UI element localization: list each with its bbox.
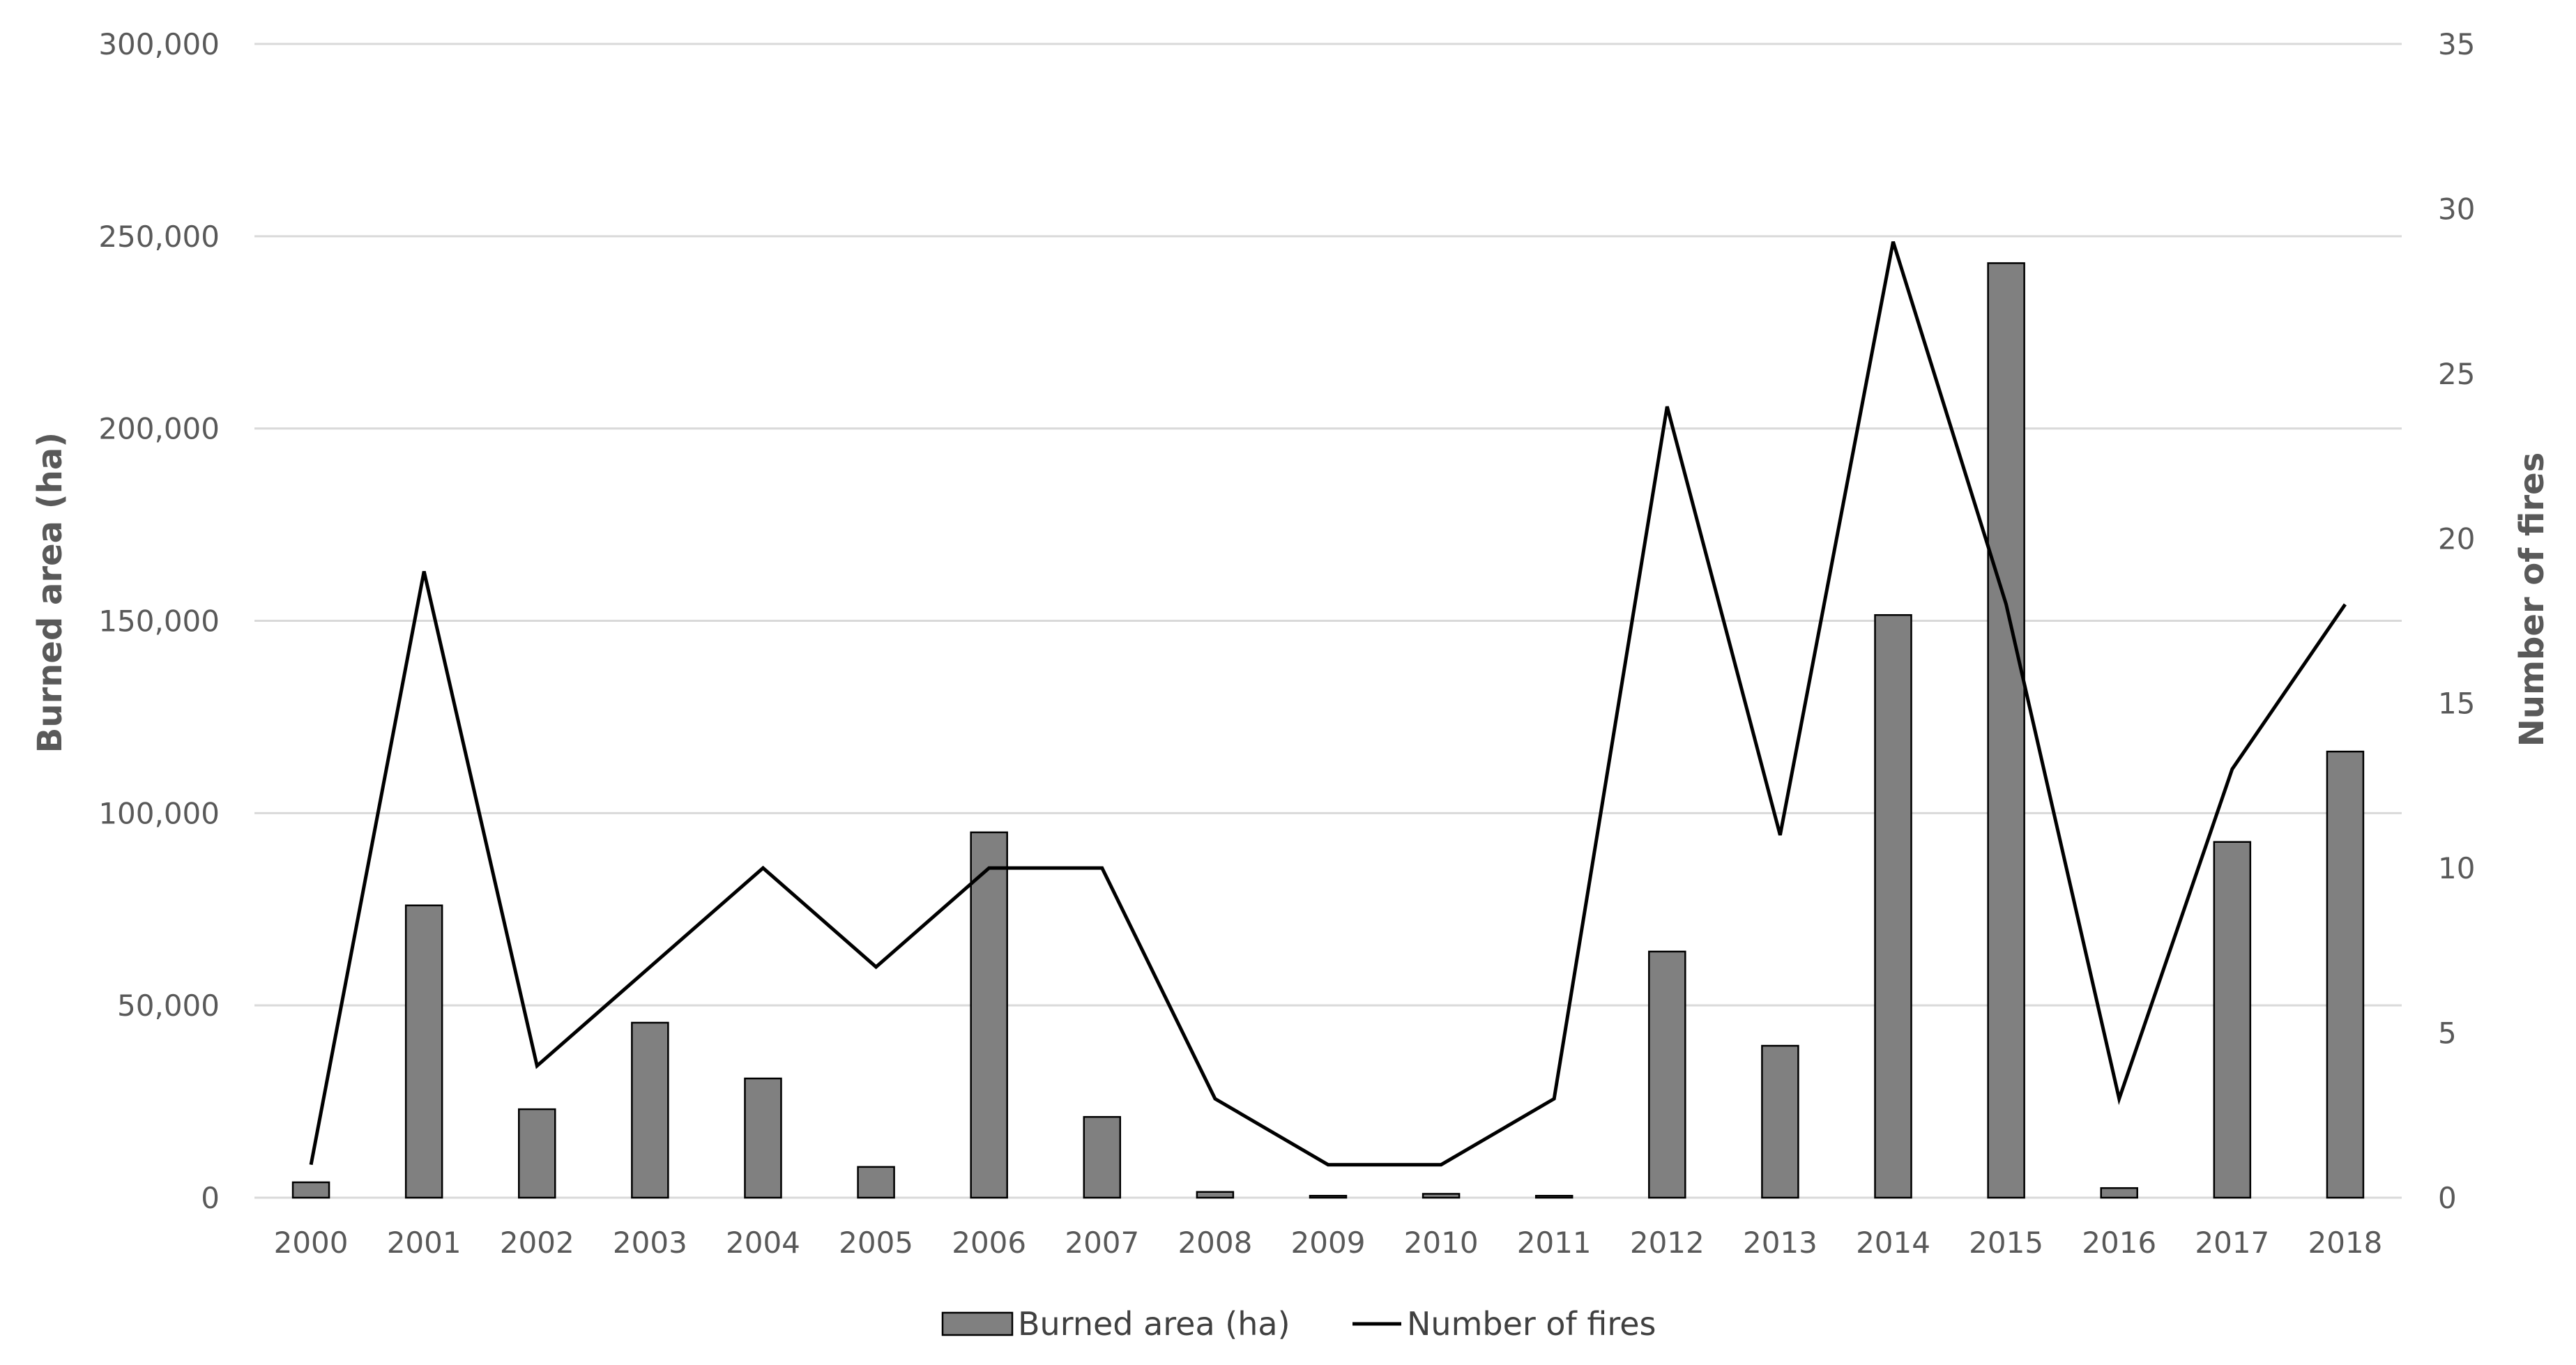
bar-2010: [1422, 1193, 1461, 1199]
x-tick-label: 2007: [1065, 1226, 1139, 1260]
legend-bar-swatch: [941, 1311, 1014, 1336]
line-series-number-of-fires: [309, 241, 2347, 1167]
bar-2018: [2326, 750, 2365, 1199]
x-axis-tick-labels: 2000 2001 2002 2003 2004 2005 2006 2007 2008 2009…: [274, 1226, 2383, 1260]
x-tick-label: 2001: [387, 1226, 462, 1260]
x-tick-label: 2000: [274, 1226, 349, 1260]
x-tick-label: 2012: [1630, 1226, 1705, 1260]
legend-label-burned-area: Burned area (ha): [1018, 1305, 1290, 1343]
x-tick-label: 2018: [2308, 1226, 2383, 1260]
bar-2001: [404, 904, 443, 1199]
right-tick-label: 20: [2438, 521, 2475, 556]
left-tick-label: 300,000: [98, 27, 220, 61]
bar-2002: [518, 1108, 556, 1199]
bar-2005: [857, 1166, 895, 1199]
x-tick-label: 2006: [952, 1226, 1026, 1260]
bar-2016: [2100, 1187, 2138, 1199]
x-tick-label: 2015: [1969, 1226, 2043, 1260]
x-tick-label: 2004: [726, 1226, 800, 1260]
right-axis-title: Number of fires: [2513, 452, 2552, 747]
bar-series-burned-area: [291, 262, 2365, 1199]
x-tick-label: 2002: [500, 1226, 574, 1260]
left-axis-title: Burned area (ha): [31, 432, 70, 753]
right-tick-label: 30: [2438, 192, 2475, 226]
right-tick-label: 10: [2438, 851, 2475, 885]
left-tick-label: 200,000: [98, 412, 220, 446]
bar-2000: [291, 1181, 330, 1199]
bar-2013: [1761, 1044, 1799, 1199]
legend: Burned area (ha) Number of fires: [941, 1305, 1656, 1343]
left-tick-label: 250,000: [98, 220, 220, 254]
right-tick-label: 0: [2438, 1181, 2457, 1215]
x-tick-label: 2014: [1856, 1226, 1930, 1260]
bar-2003: [631, 1021, 669, 1199]
bar-2012: [1648, 950, 1686, 1199]
right-tick-label: 15: [2438, 687, 2475, 721]
x-tick-label: 2009: [1291, 1226, 1366, 1260]
x-tick-label: 2011: [1517, 1226, 1592, 1260]
left-tick-label: 50,000: [117, 989, 220, 1023]
x-tick-label: 2010: [1404, 1226, 1479, 1260]
right-axis-tick-labels: 0 5 10 15 20 25 30 35: [2438, 27, 2475, 1215]
x-tick-label: 2008: [1178, 1226, 1252, 1260]
left-axis-tick-labels: 0 50,000 100,000 150,000 200,000 250,000 300,0…: [98, 27, 220, 1215]
right-tick-label: 5: [2438, 1016, 2457, 1051]
x-tick-label: 2016: [2082, 1226, 2156, 1260]
bar-2011: [1534, 1194, 1573, 1199]
x-tick-label: 2013: [1743, 1226, 1817, 1260]
gridlines: [254, 43, 2402, 1199]
x-tick-label: 2017: [2195, 1226, 2269, 1260]
legend-label-number-of-fires: Number of fires: [1407, 1305, 1656, 1343]
bar-2006: [970, 831, 1008, 1199]
x-tick-label: 2005: [839, 1226, 913, 1260]
bar-2007: [1083, 1115, 1122, 1199]
bar-2015: [1987, 262, 2025, 1199]
bar-2004: [744, 1077, 782, 1199]
left-tick-label: 100,000: [98, 796, 220, 830]
right-tick-label: 25: [2438, 357, 2475, 391]
bar-2009: [1309, 1194, 1348, 1199]
left-tick-label: 0: [201, 1181, 220, 1215]
bar-2017: [2213, 841, 2252, 1199]
x-tick-label: 2003: [613, 1226, 687, 1260]
left-tick-label: 150,000: [98, 604, 220, 639]
bar-2014: [1874, 613, 1912, 1199]
bar-2008: [1196, 1191, 1235, 1199]
right-tick-label: 35: [2438, 27, 2475, 61]
